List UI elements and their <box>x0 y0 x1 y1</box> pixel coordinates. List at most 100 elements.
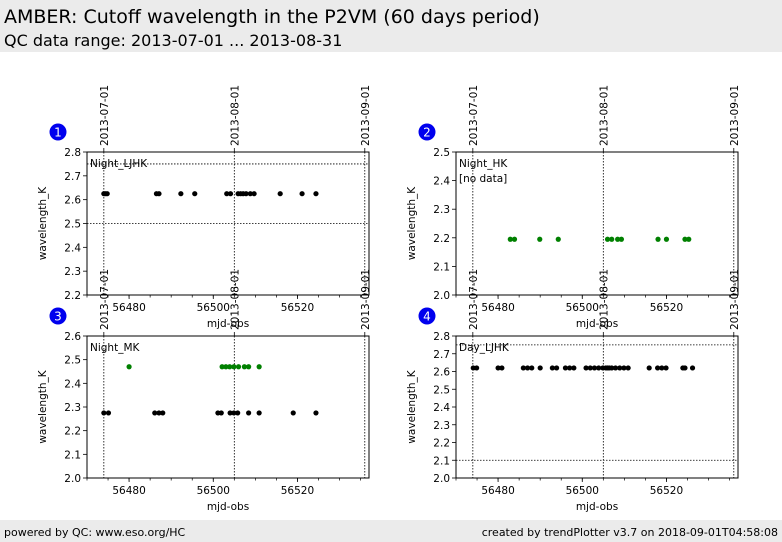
data-point <box>655 365 661 371</box>
y-axis-label: wavelength_K <box>406 369 418 443</box>
date-tick-label: 2013-09-01 <box>360 269 372 330</box>
y-tick-label: 2.6 <box>433 367 450 379</box>
page-footer: powered by QC: www.eso.org/HC created by… <box>0 520 782 542</box>
data-point <box>256 410 262 416</box>
data-point <box>246 410 252 416</box>
y-axis-label: wavelength_K <box>37 186 49 260</box>
data-point <box>537 365 543 371</box>
date-tick-label: 2013-08-01 <box>598 85 610 146</box>
data-point <box>156 191 162 197</box>
panel-label: Night_HK <box>459 158 508 170</box>
date-tick-label: 2013-08-01 <box>229 269 241 330</box>
plot-frame <box>455 151 739 296</box>
data-point <box>290 410 296 416</box>
y-tick-label: 2.4 <box>64 242 81 254</box>
x-tick-label: 56480 <box>112 302 145 314</box>
y-tick-label: 2.0 <box>433 290 450 302</box>
data-point <box>583 365 589 371</box>
y-tick-label: 2.8 <box>64 147 81 159</box>
data-point <box>241 364 248 370</box>
data-point <box>247 191 253 197</box>
data-point <box>251 191 257 197</box>
data-point <box>655 236 661 242</box>
x-tick-label: 56520 <box>281 302 314 314</box>
data-point <box>227 364 233 370</box>
x-tick-label: 56480 <box>481 485 514 497</box>
x-axis-label: mjd-obs <box>207 318 249 330</box>
panel-number: 4 <box>423 310 431 324</box>
data-point <box>235 410 241 416</box>
y-tick-label: 2.2 <box>64 290 81 302</box>
data-point <box>686 236 692 242</box>
x-tick-label: 56480 <box>112 485 145 497</box>
x-tick-label: 56500 <box>566 302 599 314</box>
y-axis-label: wavelength_K <box>37 369 49 443</box>
y-tick-label: 2.3 <box>64 402 81 414</box>
data-point <box>156 410 162 416</box>
chart-panel-4: 2013-07-01 2013-08-01 2013-09-01 2.0 2.1 2.2 2… <box>406 269 741 513</box>
data-point <box>101 410 107 416</box>
date-tick-label: 2013-08-01 <box>598 269 610 330</box>
data-point <box>615 236 621 242</box>
panel-label: Day_LJHK <box>459 342 510 354</box>
data-point <box>562 365 569 371</box>
date-tick-label: 2013-07-01 <box>99 269 111 330</box>
y-tick-label: 2.5 <box>64 355 81 367</box>
data-point <box>659 365 665 371</box>
data-point <box>625 365 631 371</box>
y-tick-label: 2.5 <box>64 219 81 231</box>
chart-panel-1: 2013-07-01 2013-08-01 2013-09-01 2.2 2.3 2.4 2… <box>37 85 372 330</box>
data-point <box>596 365 602 371</box>
x-tick-label: 56520 <box>650 485 683 497</box>
y-tick-label: 2.4 <box>433 176 450 188</box>
data-point <box>152 410 158 416</box>
data-point <box>495 365 501 371</box>
x-axis-label: mjd-obs <box>576 501 618 513</box>
y-tick-label: 2.8 <box>433 331 450 343</box>
data-point <box>299 191 305 197</box>
panel-number-badge <box>418 307 436 325</box>
data-point <box>219 364 225 370</box>
data-point <box>609 236 615 242</box>
data-point <box>511 236 518 242</box>
date-tick-label: 2013-07-01 <box>468 269 480 330</box>
panel-label: Night_MK <box>90 342 141 354</box>
panel-number-badge <box>49 123 67 141</box>
data-point <box>192 191 198 197</box>
x-tick-label: 56520 <box>650 302 683 314</box>
data-point <box>555 236 561 242</box>
data-point <box>313 410 319 416</box>
x-axis-label: mjd-obs <box>576 318 618 330</box>
panel-label: Night_LJHK <box>90 158 148 170</box>
y-tick-label: 2.3 <box>433 420 450 432</box>
page-title: AMBER: Cutoff wavelength in the P2VM (60… <box>4 6 540 28</box>
y-tick-label: 2.0 <box>433 473 450 485</box>
y-tick-label: 2.2 <box>64 426 81 438</box>
panel-number-badge <box>418 123 436 141</box>
data-point <box>553 365 560 371</box>
data-point <box>682 236 688 242</box>
page-subtitle: QC data range: 2013-07-01 ... 2013-08-31 <box>4 31 343 50</box>
data-point <box>178 191 184 197</box>
data-point <box>224 191 230 197</box>
data-point <box>218 410 224 416</box>
data-point <box>689 365 696 371</box>
panel-number: 1 <box>54 126 62 140</box>
x-tick-label: 56500 <box>197 302 230 314</box>
data-point <box>520 365 526 371</box>
date-tick-label: 2013-07-01 <box>99 85 111 146</box>
data-point <box>621 365 627 371</box>
data-point <box>571 365 577 371</box>
x-tick-label: 56500 <box>566 485 599 497</box>
data-point <box>682 365 688 371</box>
y-tick-label: 2.5 <box>433 384 450 396</box>
data-point <box>507 236 513 242</box>
report-header: AMBER: Cutoff wavelength in the P2VM (60… <box>0 0 782 52</box>
data-point <box>617 365 623 371</box>
date-tick-label: 2013-09-01 <box>729 85 741 146</box>
data-point <box>160 410 166 416</box>
data-point <box>524 365 531 371</box>
data-point <box>499 365 505 371</box>
y-tick-label: 2.6 <box>64 195 81 207</box>
y-tick-label: 2.7 <box>64 171 81 183</box>
